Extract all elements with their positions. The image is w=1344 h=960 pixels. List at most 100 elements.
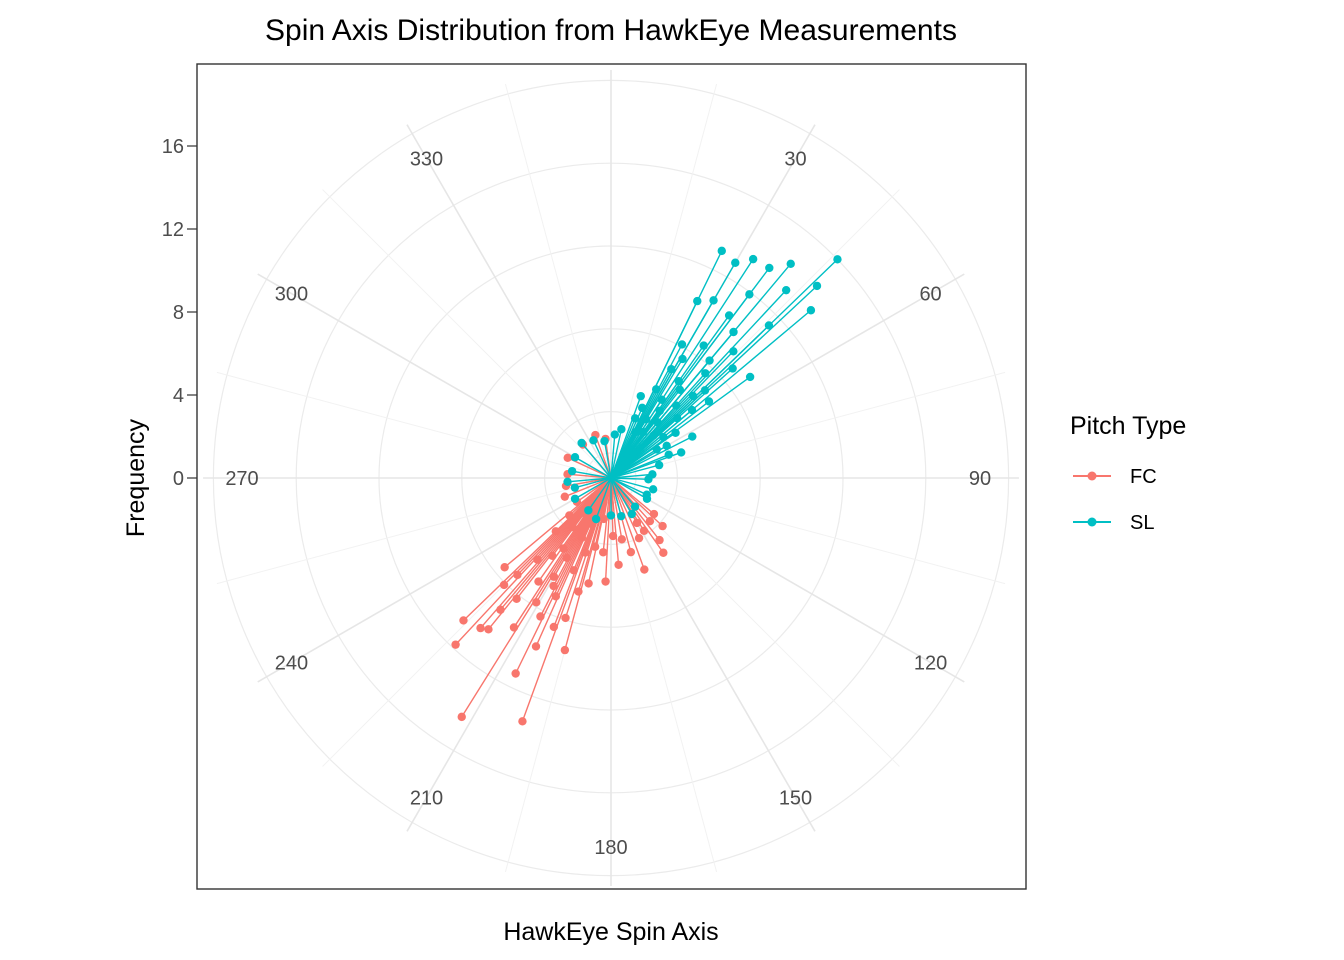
data-point: [659, 548, 668, 557]
data-segment: [592, 440, 612, 479]
data-point: [589, 436, 598, 445]
data-point: [582, 512, 591, 521]
legend-title: Pitch Type: [1070, 412, 1186, 440]
y-tick-label: 12: [162, 219, 184, 241]
data-point: [632, 518, 642, 528]
data-point: [617, 425, 626, 434]
data-point: [655, 535, 664, 545]
data-segment: [610, 477, 620, 565]
angle-tick-label: 330: [410, 148, 443, 170]
data-point: [599, 514, 608, 524]
data-point: [705, 356, 714, 365]
data-segment: [610, 477, 645, 570]
data-point: [649, 509, 659, 519]
data-segment: [564, 477, 612, 498]
data-point: [678, 354, 687, 364]
data-segment: [610, 477, 640, 539]
legend: Pitch Type FC SL: [1070, 412, 1186, 534]
data-point: [617, 535, 627, 544]
data-point: [500, 563, 509, 572]
data-segment: [610, 473, 653, 479]
angle-tick-label: 120: [914, 653, 947, 675]
data-segment: [610, 477, 636, 508]
data-point: [549, 572, 559, 581]
data-segment: [610, 448, 658, 479]
data-point: [451, 640, 460, 649]
data-point: [781, 285, 791, 295]
grid-spoke-minor: [610, 477, 1006, 585]
data-point: [764, 321, 774, 330]
data-point: [584, 506, 593, 515]
data-point: [745, 290, 754, 299]
data-point: [638, 427, 648, 437]
data-segment: [610, 477, 622, 517]
legend-key-point: [1087, 471, 1097, 481]
data-point: [729, 327, 738, 337]
data-point: [642, 494, 652, 503]
data-point: [570, 483, 580, 492]
data-segment: [610, 464, 660, 479]
data-point: [627, 509, 636, 519]
data-segment: [567, 477, 612, 483]
legend-item-sl: SL: [1073, 512, 1154, 534]
data-segment: [610, 477, 623, 540]
data-point: [518, 717, 527, 726]
y-axis: 16 12 8 4 0: [162, 136, 197, 490]
series-layer: [451, 246, 842, 726]
data-point: [551, 592, 561, 601]
data-point: [581, 548, 590, 557]
data-point: [634, 533, 644, 543]
data-segment: [610, 477, 648, 500]
data-point: [534, 577, 543, 586]
data-point: [476, 623, 485, 633]
data-segment: [587, 477, 612, 511]
y-tick-label: 8: [173, 302, 184, 324]
data-segment: [610, 477, 664, 554]
series-sl: [563, 246, 842, 524]
data-point: [687, 405, 697, 415]
data-segment: [610, 431, 644, 479]
data-point: [574, 587, 583, 596]
data-point: [608, 531, 618, 541]
data-point: [499, 580, 509, 590]
grid-spoke-minor: [216, 371, 612, 479]
angle-tick-label: 270: [225, 468, 258, 490]
data-point: [570, 453, 580, 462]
data-point: [570, 494, 580, 503]
data-point: [652, 445, 661, 454]
data-point: [567, 466, 577, 476]
data-point: [610, 430, 620, 439]
data-point: [549, 622, 559, 632]
plot-panel: 30 60 90 120 150 180 210 240 270 300 330: [196, 63, 1027, 890]
data-point: [577, 533, 587, 542]
data-point: [658, 521, 667, 531]
angle-tick-label: 240: [275, 653, 308, 675]
data-point: [631, 427, 640, 437]
data-point: [638, 403, 647, 413]
data-point: [701, 369, 710, 378]
data-point: [559, 544, 568, 553]
grid-spoke-major: [257, 273, 612, 479]
data-point: [677, 340, 687, 349]
data-point: [512, 594, 521, 604]
data-point: [675, 385, 685, 394]
grid-spoke-minor: [322, 189, 612, 479]
data-point: [765, 263, 774, 273]
grid-spoke-major: [610, 477, 965, 683]
data-point: [644, 475, 653, 484]
data-point: [654, 460, 664, 470]
data-point: [667, 365, 676, 374]
data-segment: [610, 434, 616, 479]
data-segment: [610, 435, 693, 479]
data-segment: [568, 477, 612, 517]
data-point: [484, 625, 493, 634]
polar-grid: [203, 70, 1019, 886]
data-point: [676, 448, 686, 457]
x-axis-title: HawkEye Spin Axis: [503, 918, 718, 946]
data-point: [649, 431, 658, 440]
data-point: [659, 432, 668, 442]
data-point: [653, 418, 662, 427]
data-point: [496, 605, 505, 614]
data-point: [569, 566, 578, 575]
